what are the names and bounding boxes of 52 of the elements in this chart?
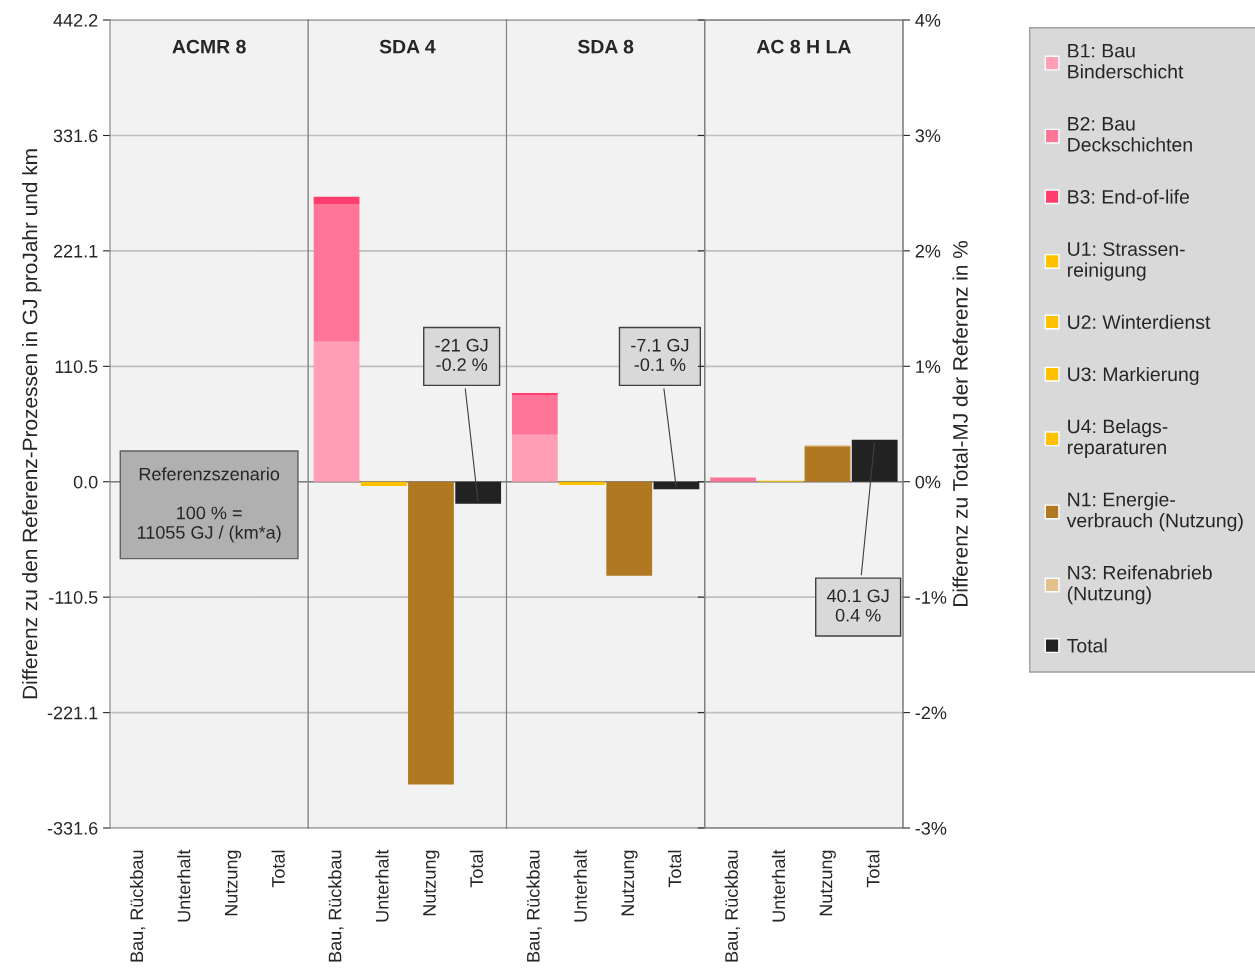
text: SDA 8 <box>577 39 634 54</box>
text: -1% <box>915 591 947 604</box>
y-tick-label: -221.1 <box>47 706 98 720</box>
x-tick-label: Bau, Rückbau <box>328 850 344 962</box>
text: 1% <box>916 360 941 373</box>
y-tick-label: 331.6 <box>53 129 98 143</box>
x-tick-label: Unterhalt <box>177 849 191 922</box>
x-tick-label: Bau, Rückbau <box>129 850 146 962</box>
legend-label: N1: Energie- verbrauch (Nutzung) <box>1066 492 1243 532</box>
y-tick-label: 110.5 <box>55 360 98 374</box>
y-tick-label: -331.6 <box>47 821 98 835</box>
legend-label: B3: End-of-life <box>1068 189 1190 204</box>
x-tick-label: Unterhalt <box>771 849 786 922</box>
x-tick-label: Total <box>668 850 682 888</box>
text: 4% <box>915 14 941 27</box>
annotation: 40.1 GJ 0.4 % <box>826 589 889 622</box>
text: -2% <box>915 706 947 720</box>
legend-label: U2: Winterdienst <box>1068 314 1211 330</box>
text: 3% <box>915 129 941 143</box>
legend-label: U4: Belags- reparaturen <box>1067 419 1168 459</box>
annotation: -7.1 GJ -0.1 % <box>631 338 689 372</box>
y2-axis-title: Differenz zu Total-MJ der Referenz in % <box>952 241 968 607</box>
x-tick-label: Nutzung <box>621 850 638 916</box>
x-tick-label: Total <box>469 850 484 888</box>
text: 0% <box>915 475 941 489</box>
legend-label: U1: Strassen- reinigung <box>1067 242 1185 281</box>
y-tick-label: -110.5 <box>49 591 98 604</box>
y-tick-label: 0.0 <box>73 475 98 489</box>
x-tick-label: Nutzung <box>224 850 242 916</box>
legend-label: Total <box>1067 638 1107 653</box>
y-tick-label: 221.1 <box>53 244 98 258</box>
x-tick-label: Unterhalt <box>375 849 389 922</box>
legend-label: B2: Bau Deckschichten <box>1068 116 1192 152</box>
text: -3% <box>915 821 947 835</box>
annotation: -21 GJ -0.2 % <box>435 338 488 372</box>
text: AC 8 H LA <box>756 39 851 54</box>
x-tick-label: Total <box>271 850 285 888</box>
x-tick-label: Bau, Rückbau <box>724 850 741 962</box>
text: Referenzszenario 100 % = 11055 GJ / (km*a) <box>137 467 281 543</box>
x-tick-label: Unterhalt <box>573 849 587 922</box>
text: SDA 4 <box>379 39 436 54</box>
x-tick-label: Nutzung <box>819 850 836 916</box>
y-tick-label: 442.2 <box>53 13 98 27</box>
y-axis-title: Differenz zu den Referenz-Prozessen in GJ proJahr und km <box>22 149 42 699</box>
x-tick-label: Bau, Rückbau <box>526 850 542 962</box>
text: 2% <box>915 244 941 258</box>
x-tick-label: Nutzung <box>423 850 440 916</box>
x-tick-label: Total <box>866 850 880 888</box>
text: ACMR 8 <box>172 39 246 54</box>
legend-label: U3: Markierung <box>1068 366 1199 385</box>
legend-label: N3: Reifenabrieb (Nutzung) <box>1067 565 1212 605</box>
legend-label: B1: Bau Binderschicht <box>1068 43 1184 79</box>
